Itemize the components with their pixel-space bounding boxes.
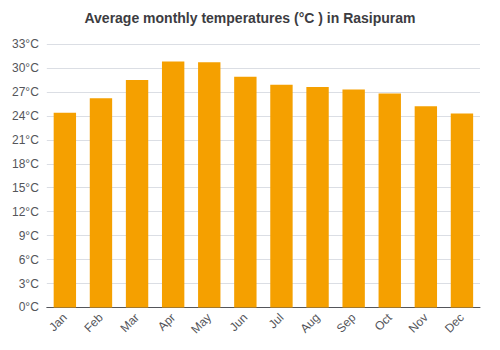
svg-text:21°C: 21°C	[12, 133, 39, 147]
svg-text:27°C: 27°C	[12, 85, 39, 99]
svg-text:18°C: 18°C	[12, 157, 39, 171]
svg-text:33°C: 33°C	[12, 37, 39, 51]
svg-text:30°C: 30°C	[12, 61, 39, 75]
svg-text:Oct: Oct	[372, 310, 396, 334]
svg-text:Feb: Feb	[81, 310, 106, 335]
svg-text:Aug: Aug	[298, 311, 323, 336]
svg-text:Apr: Apr	[155, 311, 178, 334]
svg-text:Mar: Mar	[118, 311, 143, 335]
svg-text:3°C: 3°C	[19, 277, 39, 291]
svg-text:6°C: 6°C	[19, 253, 39, 267]
svg-text:0°C: 0°C	[19, 300, 39, 314]
svg-text:Jul: Jul	[266, 311, 287, 332]
svg-text:Average monthly temperatures (: Average monthly temperatures (°C ) in Ra…	[84, 10, 415, 26]
svg-text:12°C: 12°C	[12, 205, 39, 219]
svg-text:Sep: Sep	[334, 310, 359, 335]
svg-text:May: May	[188, 311, 214, 337]
svg-text:Jan: Jan	[46, 311, 70, 335]
svg-text:Nov: Nov	[406, 311, 431, 336]
svg-text:24°C: 24°C	[12, 109, 39, 123]
svg-text:Dec: Dec	[442, 311, 467, 336]
svg-text:Jun: Jun	[227, 311, 251, 335]
svg-text:15°C: 15°C	[12, 181, 39, 195]
svg-text:9°C: 9°C	[19, 229, 39, 243]
